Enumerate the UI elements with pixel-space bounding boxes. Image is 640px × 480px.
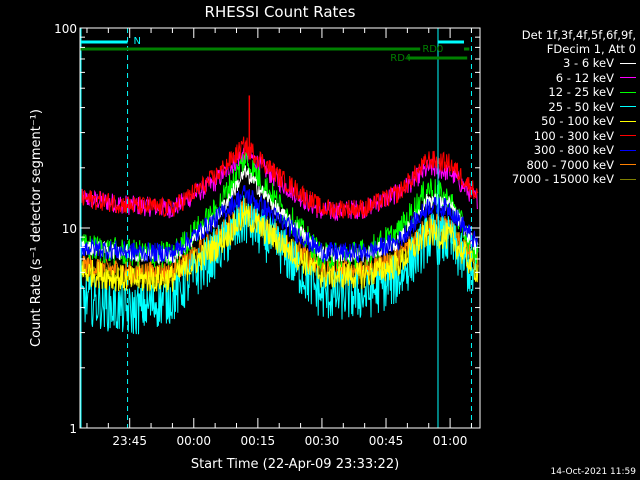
legend-swatch	[620, 120, 636, 122]
x-tick-label: 00:00	[176, 434, 211, 448]
y-axis-label: Count Rate (s⁻¹ detector segment⁻¹)	[29, 109, 44, 347]
legend-entry-label: 800 - 7000 keV	[526, 157, 614, 172]
legend-entry: 300 - 800 keV	[478, 143, 636, 158]
legend-entry-label: 25 - 50 keV	[548, 99, 614, 114]
legend-swatch	[620, 77, 636, 79]
series-line-300-800-kev	[79, 184, 479, 264]
x-tick-label: 01:00	[433, 434, 468, 448]
series-line-100-300-kev	[79, 136, 479, 219]
legend-header-line-2: FDecim 1, Att 0	[546, 42, 636, 56]
legend-entry: 100 - 300 keV	[478, 129, 636, 144]
series-line-25-50-kev	[79, 195, 479, 335]
x-tick-label: 00:30	[305, 434, 340, 448]
legend-swatch	[620, 62, 636, 64]
legend-entry: 6 - 12 keV	[478, 71, 636, 86]
legend-entry: 800 - 7000 keV	[478, 158, 636, 173]
x-tick-label: 23:45	[112, 434, 147, 448]
legend-entry-label: 50 - 100 keV	[541, 114, 614, 129]
y-tick-label: 1	[69, 422, 77, 436]
axis-layer: 1 10 100 23:45 00:00 00:15 00:30 00:45 01:00	[54, 22, 481, 448]
series-line-12-25-kev	[79, 152, 479, 270]
rd4-label: RD4	[390, 53, 411, 64]
legend-rows: 3 - 6 keV 6 - 12 keV 12 - 25 keV 25 - 50 ke…	[478, 56, 636, 187]
chart-title: RHESSI Count Rates	[205, 3, 356, 21]
legend-swatch	[620, 164, 636, 166]
legend-entry: 7000 - 15000 keV	[478, 172, 636, 187]
legend-swatch	[620, 135, 636, 137]
legend-entry: 12 - 25 keV	[478, 85, 636, 100]
legend-entry-label: 300 - 800 keV	[533, 143, 614, 158]
series-line-50-100-kev	[79, 202, 479, 293]
legend-entry-label: 7000 - 15000 keV	[511, 172, 614, 187]
x-tick-label: 00:15	[241, 434, 276, 448]
y-tick-label: 10	[62, 222, 77, 236]
legend-entry-label: 3 - 6 keV	[563, 56, 614, 71]
legend-swatch	[620, 178, 636, 180]
y-tick-label: 100	[54, 22, 77, 36]
x-tick-label: 00:45	[369, 434, 404, 448]
legend-swatch	[620, 149, 636, 151]
legend-entry-label: 12 - 25 keV	[548, 85, 614, 100]
legend-swatch	[620, 106, 636, 108]
legend-entry-label: 100 - 300 keV	[533, 128, 614, 143]
legend-entry: 25 - 50 keV	[478, 100, 636, 115]
legend-entry: 50 - 100 keV	[478, 114, 636, 129]
x-axis-label: Start Time (22-Apr-09 23:33:22)	[191, 457, 399, 472]
data-layer: N RD0 RD4	[79, 28, 479, 428]
legend-header-line-1: Det 1f,3f,4f,5f,6f,9f,	[521, 28, 636, 42]
legend-entry: 3 - 6 keV	[478, 56, 636, 71]
night-bar-label: N	[134, 36, 141, 47]
rd0-label: RD0	[422, 44, 443, 55]
legend-entry-label: 6 - 12 keV	[555, 70, 614, 85]
legend-swatch	[620, 91, 636, 93]
timestamp: 14-Oct-2021 11:59	[550, 467, 636, 477]
legend: Det 1f,3f,4f,5f,6f,9f, FDecim 1, Att 0 3…	[478, 28, 636, 187]
